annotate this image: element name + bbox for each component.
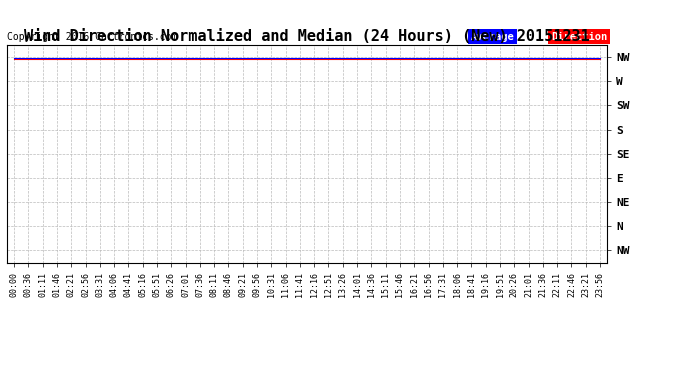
Title: Wind Direction Normalized and Median (24 Hours) (New) 20151231: Wind Direction Normalized and Median (24… xyxy=(24,29,590,44)
Text: Copyright 2016 Cartronics.com: Copyright 2016 Cartronics.com xyxy=(7,32,177,42)
Text: Average: Average xyxy=(471,32,514,42)
Text: Direction: Direction xyxy=(551,32,607,42)
